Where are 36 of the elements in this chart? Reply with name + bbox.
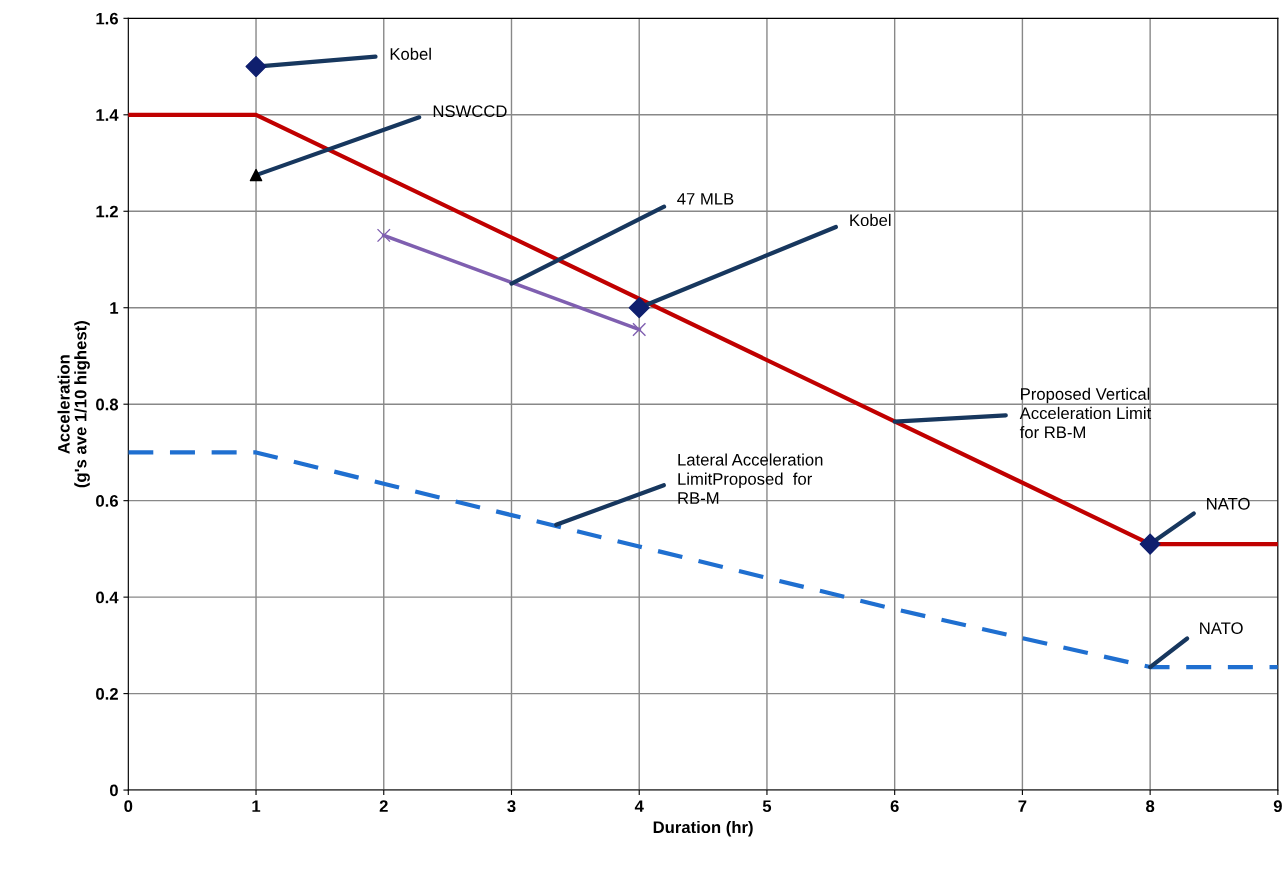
line-series <box>128 450 1278 670</box>
y-tick-label: 0.4 <box>96 591 119 604</box>
y-tick-label: 1.2 <box>96 205 118 218</box>
point <box>628 297 650 319</box>
annotation: NSWCCD <box>433 105 507 118</box>
x-tick-label: 5 <box>762 800 772 813</box>
x-tick-label: 2 <box>379 800 388 812</box>
x-tick-label: 0 <box>124 800 133 813</box>
y-tick-label: 0 <box>109 784 118 797</box>
annotation: Lateral Acceleration LimitProposed for RB-M <box>678 453 823 504</box>
point <box>1139 533 1161 555</box>
point <box>245 56 267 78</box>
y-tick-label: 1.6 <box>96 12 118 25</box>
annotation: NATO <box>1200 622 1243 635</box>
point <box>632 322 647 337</box>
annotation: Proposed Vertical Acceleration Limit for RB-M <box>1019 387 1152 439</box>
x-tick-label: 1 <box>252 800 261 812</box>
annotation: NATO <box>1207 497 1250 510</box>
x-tick-label: 3 <box>507 800 516 813</box>
x-tick-label: 8 <box>1146 800 1155 813</box>
y-tick-label: 1.4 <box>96 109 119 121</box>
point <box>376 228 391 243</box>
annotation: 47 MLB <box>677 193 734 205</box>
x-axis-title: Duration (hr) <box>653 820 753 837</box>
y-tick-label: 0.6 <box>96 495 118 507</box>
annotation: Kobel <box>390 47 431 60</box>
y-tick-label: 1 <box>110 302 119 314</box>
x-tick-label: 9 <box>1273 800 1282 813</box>
x-tick-label: 6 <box>890 800 899 813</box>
y-axis-title: Acceleration (g's ave 1/10 highest) <box>57 321 90 488</box>
y-tick-label: 0.2 <box>96 688 118 700</box>
annotation: Kobel <box>850 213 891 227</box>
x-tick-label: 4 <box>634 800 644 812</box>
y-tick-label: 0.8 <box>96 398 119 411</box>
x-tick-label: 7 <box>1018 800 1027 812</box>
point <box>249 168 263 182</box>
